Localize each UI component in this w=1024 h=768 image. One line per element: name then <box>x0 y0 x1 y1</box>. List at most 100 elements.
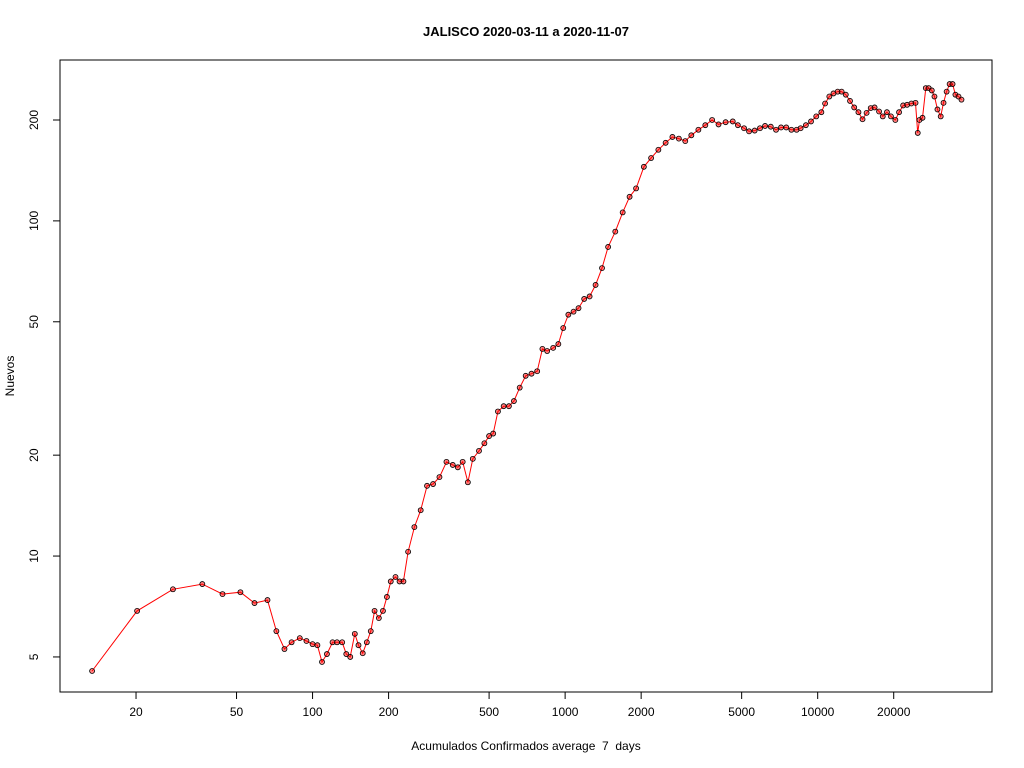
data-point <box>818 109 825 116</box>
data-point <box>619 209 626 216</box>
data-point <box>633 185 640 192</box>
data-point <box>375 615 382 621</box>
data-point <box>599 265 605 271</box>
data-point <box>405 548 412 555</box>
data-point <box>495 408 501 415</box>
data-point <box>722 119 729 126</box>
data-point <box>355 642 362 649</box>
x-tick-label: 20 <box>129 705 143 719</box>
data-point <box>847 98 853 104</box>
chart-title: JALISCO 2020-03-11 a 2020-11-07 <box>423 24 629 39</box>
data-point <box>746 128 752 135</box>
data-point <box>802 122 809 129</box>
data-point <box>251 600 258 606</box>
data-point <box>940 99 947 106</box>
data-point <box>264 597 271 603</box>
data-point <box>949 81 956 87</box>
data-point <box>314 642 321 649</box>
data-point <box>309 641 316 648</box>
data-point <box>459 458 466 465</box>
data-point <box>560 325 567 331</box>
data-point <box>767 123 774 130</box>
data-point <box>934 106 941 113</box>
data-point <box>347 654 354 660</box>
data-point <box>443 458 450 465</box>
data-point <box>334 639 340 646</box>
data-point <box>343 651 350 657</box>
y-axis-label: Nuevos <box>3 356 17 397</box>
data-point <box>943 88 950 95</box>
data-point <box>892 117 899 123</box>
data-point <box>400 578 407 585</box>
data-point <box>937 113 944 120</box>
data-point <box>296 635 303 642</box>
data-point <box>709 117 716 123</box>
y-tick-label: 50 <box>27 315 41 329</box>
data-point <box>888 113 894 120</box>
data-point <box>773 126 779 133</box>
data-point <box>384 594 390 600</box>
data-point <box>896 109 902 116</box>
data-point <box>500 403 507 410</box>
x-tick-label: 10000 <box>801 705 835 719</box>
data-point <box>380 608 386 614</box>
x-tick-label: 2000 <box>628 705 655 719</box>
data-point <box>826 93 833 100</box>
data-point <box>555 341 562 347</box>
data-point <box>682 138 689 144</box>
data-point <box>469 455 476 462</box>
data-point <box>581 296 588 302</box>
data-point <box>715 121 722 128</box>
x-tick-label: 200 <box>379 705 399 719</box>
data-point <box>605 244 612 250</box>
data-point <box>838 88 845 95</box>
data-point <box>367 628 374 635</box>
data-point <box>912 99 919 106</box>
y-tick-label: 100 <box>27 211 41 231</box>
data-point <box>851 104 858 111</box>
data-point <box>359 650 366 657</box>
data-point <box>648 155 655 161</box>
data-point <box>788 126 795 133</box>
data-point <box>741 125 747 132</box>
data-point <box>511 398 517 404</box>
data-point <box>281 646 288 652</box>
data-point <box>522 372 529 379</box>
data-point <box>219 591 226 597</box>
data-point <box>662 139 669 146</box>
data-point <box>371 608 378 614</box>
data-point <box>751 127 758 134</box>
data-point <box>757 125 763 132</box>
data-point <box>695 126 702 133</box>
plot-frame <box>59 59 993 693</box>
y-tick-label: 5 <box>27 653 41 660</box>
y-tick-label: 10 <box>27 549 41 563</box>
y-tick-label: 200 <box>27 110 41 130</box>
data-point <box>592 282 599 288</box>
data-point <box>729 118 736 125</box>
data-point <box>490 430 497 437</box>
data-point <box>506 403 512 410</box>
y-tick-label: 20 <box>27 448 41 462</box>
data-point <box>570 308 577 315</box>
data-point <box>813 113 820 120</box>
data-point <box>808 118 814 125</box>
data-point <box>919 114 926 121</box>
data-point <box>288 639 295 646</box>
data-point <box>871 104 878 111</box>
data-point <box>702 122 709 129</box>
x-tick-label: 5000 <box>728 705 755 719</box>
x-tick-label: 50 <box>230 705 244 719</box>
data-point <box>516 384 523 391</box>
data-point <box>411 524 418 531</box>
data-point <box>669 134 676 140</box>
data-point <box>237 589 244 596</box>
data-point <box>324 651 330 657</box>
data-point <box>575 305 582 312</box>
data-point <box>586 293 593 300</box>
data-point <box>528 370 535 377</box>
data-point <box>339 639 346 646</box>
data-point <box>417 507 424 514</box>
data-point <box>778 124 784 131</box>
